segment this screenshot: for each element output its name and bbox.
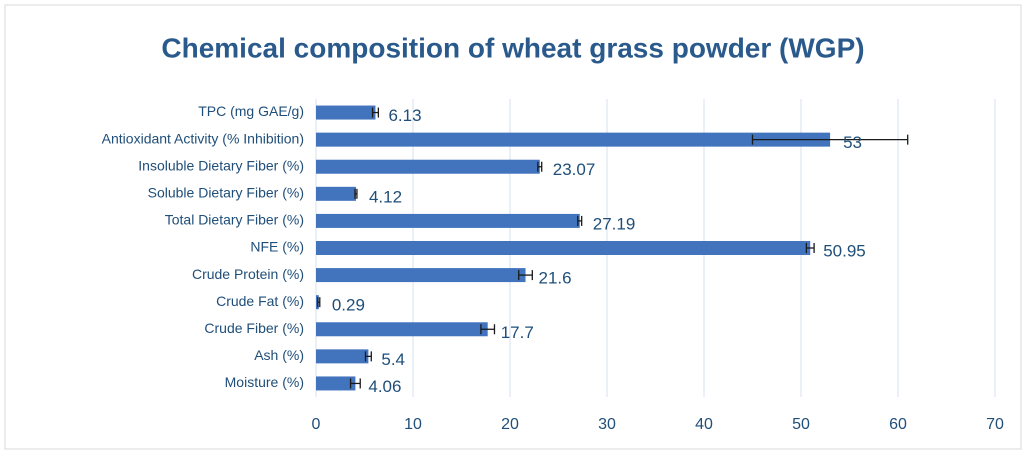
y-tick-label: Insoluble Dietary Fiber (%) — [138, 157, 304, 173]
x-tick-label: 10 — [404, 416, 422, 433]
error-bar — [371, 107, 380, 118]
error-bar — [805, 243, 815, 253]
y-tick-label: Moisture (%) — [225, 374, 304, 390]
data-label: 0.29 — [332, 296, 365, 315]
y-tick-label: NFE (%) — [250, 239, 304, 255]
data-label: 17.7 — [501, 323, 534, 342]
data-label: 6.13 — [388, 106, 421, 125]
bar — [316, 322, 488, 337]
data-label: 4.06 — [368, 377, 401, 396]
data-label: 53 — [843, 133, 862, 152]
error-bar — [317, 297, 321, 308]
error-bar — [480, 324, 496, 335]
y-tick-label: Antioxidant Activity (% Inhibition) — [102, 130, 304, 146]
bar — [316, 159, 540, 174]
x-tick-label: 70 — [986, 416, 1004, 433]
error-bar — [751, 134, 909, 145]
bar — [316, 186, 356, 201]
bar — [316, 132, 831, 147]
data-label: 23.07 — [553, 160, 596, 179]
error-bar — [354, 188, 358, 199]
x-tick-label: 20 — [501, 416, 519, 433]
data-label: 27.19 — [593, 214, 636, 233]
x-tick-label: 40 — [695, 416, 713, 433]
y-tick-label: Crude Fat (%) — [216, 293, 304, 309]
data-label: 21.6 — [539, 269, 572, 288]
y-tick-label: Ash (%) — [254, 347, 304, 363]
error-bar — [364, 351, 372, 362]
bar — [316, 376, 356, 391]
error-bar — [349, 378, 361, 389]
error-bar — [537, 161, 543, 172]
x-tick-label: 30 — [598, 416, 616, 433]
data-label: 50.95 — [823, 241, 866, 260]
bar — [316, 213, 580, 228]
bar — [316, 241, 811, 255]
x-tick-label: 0 — [312, 416, 321, 433]
bar — [316, 105, 376, 120]
y-tick-label: Soluble Dietary Fiber (%) — [148, 185, 304, 201]
data-label: 4.12 — [369, 187, 402, 206]
data-label: 5.4 — [381, 350, 405, 369]
error-bar — [577, 215, 583, 226]
y-tick-label: Crude Protein (%) — [192, 266, 304, 282]
x-tick-label: 60 — [889, 416, 907, 433]
chart-title: Chemical composition of wheat grass powd… — [161, 32, 864, 63]
bar — [316, 268, 526, 283]
y-tick-label: Total Dietary Fiber (%) — [165, 212, 304, 228]
y-tick-label: TPC (mg GAE/g) — [198, 103, 304, 119]
x-tick-label: 50 — [792, 416, 810, 433]
y-tick-label: Crude Fiber (%) — [204, 320, 304, 336]
bar — [316, 349, 369, 364]
error-bar — [518, 270, 533, 281]
